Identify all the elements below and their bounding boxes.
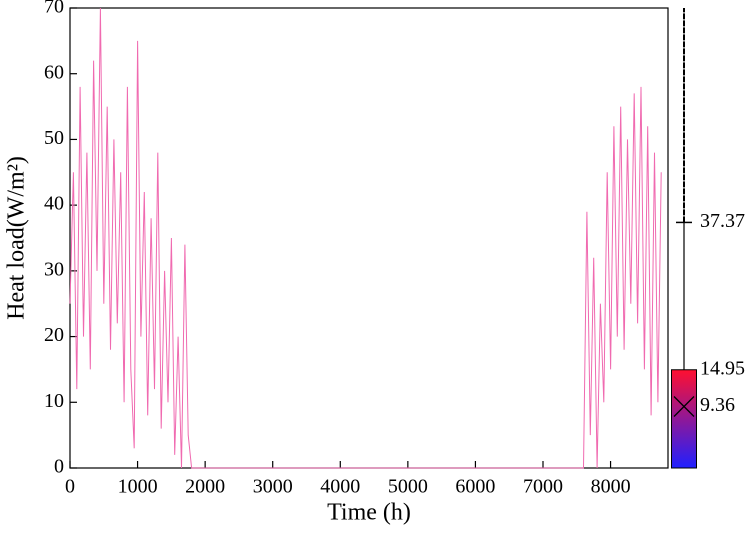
y-axis-title: Heat load(W/m²) [4,156,30,320]
x-tick-label: 8000 [591,476,631,498]
x-tick-label: 1000 [118,476,158,498]
y-tick-label: 70 [44,0,64,18]
y-tick-label: 30 [44,258,64,280]
mean-marker [673,396,695,417]
y-tick-label: 0 [54,456,64,478]
mean-label: 9.36 [700,394,735,416]
x-tick-label: 6000 [455,476,495,498]
whisker-label: 37.37 [700,210,745,232]
x-tick-label: 3000 [253,476,293,498]
plot-frame [69,7,669,469]
box [671,369,697,469]
x-tick-label: 4000 [320,476,360,498]
y-tick-label: 40 [44,193,64,215]
x-tick-label: 7000 [523,476,563,498]
x-tick-label: 0 [65,476,75,498]
x-tick-label: 5000 [388,476,428,498]
y-tick-label: 10 [44,390,64,412]
q3-label: 14.95 [700,357,745,379]
data-line [69,7,662,469]
y-tick-label: 20 [44,324,64,346]
x-axis-title: Time (h) [327,500,411,526]
y-tick-label: 60 [44,61,64,83]
x-tick-label: 2000 [185,476,225,498]
y-tick-label: 50 [44,127,64,149]
